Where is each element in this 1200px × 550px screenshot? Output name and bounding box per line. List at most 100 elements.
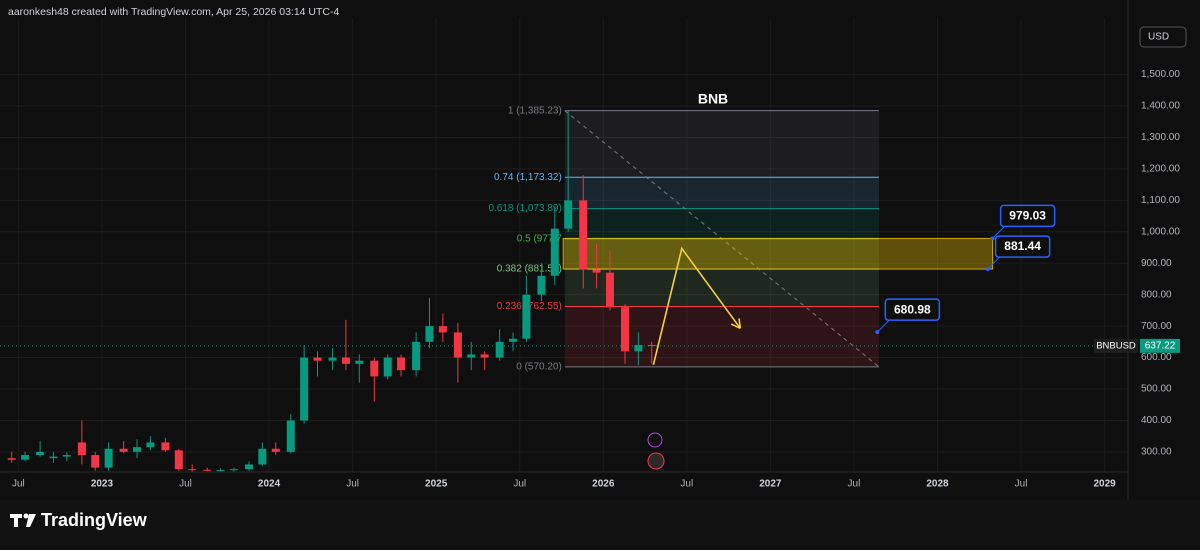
flag-icon (647, 452, 665, 470)
candle-body (397, 357, 406, 371)
zone (562, 237, 994, 270)
candle-body (355, 360, 364, 364)
event-icon (647, 432, 663, 448)
x-tick-label: 2026 (592, 479, 615, 490)
candle-body (104, 448, 113, 468)
symbol-tag: BNBUSD (1096, 340, 1136, 351)
candle-body (509, 338, 518, 342)
candle-body (91, 455, 100, 468)
candle-body (7, 458, 16, 460)
fib-band (564, 110, 880, 178)
candle-body (174, 450, 183, 470)
currency-button[interactable] (1139, 26, 1187, 48)
candle-body (188, 469, 197, 471)
candle-body (412, 341, 421, 371)
fib-label: 0.618 (1,073.89) (488, 203, 561, 214)
chart-title: BNB (698, 91, 728, 107)
candle-body (605, 272, 614, 308)
candle-body (383, 357, 392, 377)
x-tick-label: Jul (513, 479, 526, 490)
y-tick-label: 1,000.00 (1141, 226, 1180, 237)
note-label: 680.98 (894, 302, 931, 316)
candle-body (313, 357, 322, 361)
y-tick-label: 700.00 (1141, 321, 1172, 332)
candle-body (370, 360, 379, 377)
fib-band (564, 238, 880, 270)
note-label: 979.03 (1009, 209, 1046, 223)
candle-body (21, 455, 30, 460)
note-pointer (992, 226, 1005, 239)
fib-label: 0 (570.20) (516, 362, 562, 373)
y-tick-label: 500.00 (1141, 384, 1172, 395)
note-label: 881.44 (1004, 239, 1041, 253)
logo (10, 513, 36, 527)
fib-label: 0.5 (977.7 (517, 233, 562, 244)
candle-body (634, 344, 643, 352)
fib-band (564, 306, 880, 367)
fib-band (564, 177, 880, 209)
candle-body (161, 442, 170, 451)
y-tick-label: 1,500.00 (1141, 69, 1180, 80)
candle-body (300, 357, 309, 421)
candle-body (77, 442, 86, 456)
currency[interactable]: USD (1148, 32, 1169, 43)
candle-body (216, 470, 225, 472)
x-tick-label: 2029 (1093, 479, 1116, 490)
x-tick-label: Jul (1015, 479, 1028, 490)
fib-band (564, 269, 880, 307)
x-tick-label: Jul (848, 479, 861, 490)
candle-body (36, 451, 45, 456)
byline: aaronkesh48 created with TradingView.com… (8, 6, 339, 18)
candle-body (258, 448, 267, 465)
candle-body (579, 200, 588, 270)
arrow-head (730, 323, 741, 330)
note-box (999, 204, 1056, 228)
candle-body (133, 447, 142, 452)
y-tick-label: 1,300.00 (1141, 132, 1180, 143)
x-tick-label: Jul (12, 479, 25, 490)
brand: TradingView (41, 510, 148, 530)
note-box (884, 298, 941, 321)
y-tick-label: 800.00 (1141, 289, 1172, 300)
fib-label: 0.74 (1,173.32) (494, 172, 562, 183)
x-tick-label: 2023 (91, 479, 114, 490)
candle-body (49, 456, 58, 459)
price-tag-bg (1140, 338, 1180, 353)
y-tick-label: 1,400.00 (1141, 101, 1180, 112)
y-tick-label: 1,100.00 (1141, 195, 1180, 206)
note-anchor (875, 330, 880, 335)
y-tick-label: 1,200.00 (1141, 164, 1180, 175)
candle-body (244, 464, 253, 470)
candle-body (480, 354, 489, 358)
candle-body (592, 269, 601, 273)
candle-body (467, 354, 476, 358)
candle-body (620, 307, 629, 352)
price-tag: 637.22 (1145, 340, 1176, 351)
candle-body (453, 332, 462, 358)
x-tick-label: Jul (179, 479, 192, 490)
candle-body (341, 357, 350, 364)
candle-body (286, 420, 295, 452)
y-tick-label: 400.00 (1141, 415, 1172, 426)
projection (652, 246, 741, 365)
note-pointer (876, 319, 890, 333)
x-tick-label: 2028 (926, 479, 949, 490)
candle-body (271, 448, 280, 452)
fib-label: 0.382 (881.54) (497, 264, 562, 275)
candle-body (328, 357, 337, 361)
candle-body (438, 326, 447, 333)
candle-body (229, 469, 238, 471)
symbol-tag-bg (1094, 338, 1138, 353)
y-tick-label: 300.00 (1141, 447, 1172, 458)
candle-body (564, 200, 573, 229)
candle-body (425, 326, 434, 342)
x-tick-label: 2027 (759, 479, 782, 490)
note-box (994, 235, 1051, 258)
y-tick-label: 600.00 (1141, 352, 1172, 363)
note-anchor (985, 267, 990, 272)
footer-bar (0, 500, 1200, 545)
candle-body (550, 228, 559, 276)
candle-body (62, 455, 71, 457)
